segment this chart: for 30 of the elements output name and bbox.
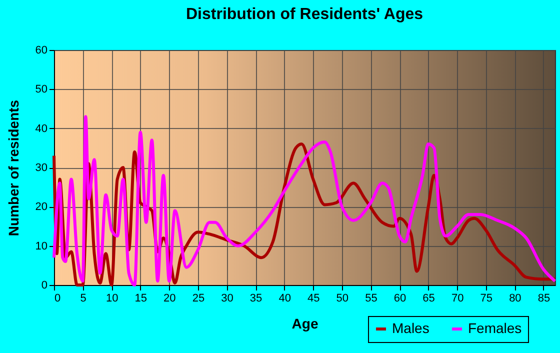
y-tick-label: 20 xyxy=(35,201,48,214)
x-tick-label: 85 xyxy=(538,292,550,304)
x-tick-label: 0 xyxy=(54,292,61,304)
y-tick-label: 10 xyxy=(35,240,48,252)
x-tick-label: 45 xyxy=(308,292,320,304)
y-tick-label: 0 xyxy=(41,280,48,292)
x-tick-label: 50 xyxy=(336,292,349,304)
y-tick-label: 60 xyxy=(35,44,48,56)
x-tick-label: 15 xyxy=(134,292,148,304)
x-tick-label: 75 xyxy=(480,292,493,304)
x-tick-label: 80 xyxy=(509,292,522,304)
legend-label: Males xyxy=(392,320,430,336)
y-axis-title: Number of residents xyxy=(5,100,22,236)
x-tick-label: 35 xyxy=(250,292,262,304)
x-tick-label: 40 xyxy=(278,292,291,304)
x-tick-label: 30 xyxy=(221,292,234,304)
x-tick-label: 55 xyxy=(365,292,378,304)
x-tick-label: 10 xyxy=(106,292,118,304)
y-tick-label: 50 xyxy=(35,84,48,96)
y-tick-label: 40 xyxy=(35,122,48,135)
x-tick-label: 60 xyxy=(394,292,406,304)
x-tick-label: 70 xyxy=(451,292,464,304)
x-axis-title: Age xyxy=(292,316,318,332)
x-tick-label: 5 xyxy=(80,292,86,304)
x-tick-label: 25 xyxy=(192,292,205,304)
x-tick-label: 65 xyxy=(422,292,435,304)
x-tick-label: 20 xyxy=(164,292,176,304)
y-tick-label: 30 xyxy=(35,162,48,174)
chart-title: Distribution of Residents' Ages xyxy=(186,6,424,23)
legend-label: Females xyxy=(468,320,522,336)
